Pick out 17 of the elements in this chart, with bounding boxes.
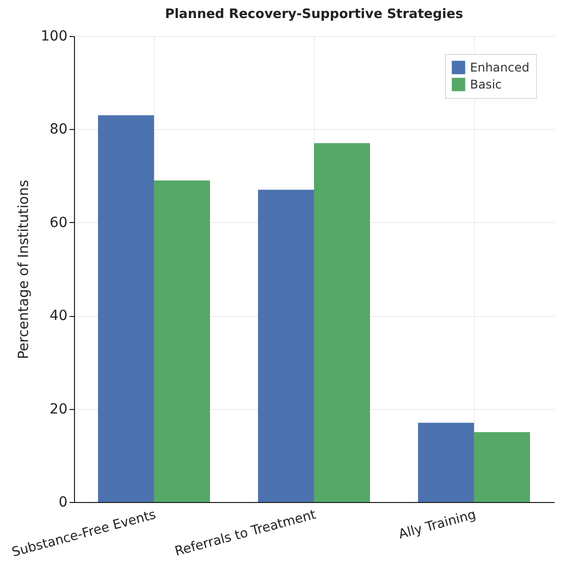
bar	[314, 143, 370, 502]
chart-title: Planned Recovery-Supportive Strategies	[164, 7, 464, 22]
y-tick-label: 0	[58, 494, 68, 510]
y-tick-label: 40	[50, 308, 68, 324]
x-tick-label: Ally Training	[397, 508, 478, 543]
y-axis-title: Percentage of Institutions	[16, 180, 32, 360]
y-tick-label: 20	[50, 401, 68, 418]
legend-label: Basic	[470, 78, 502, 92]
bar	[98, 115, 154, 502]
y-tick-label: 80	[50, 122, 68, 138]
bar	[418, 422, 474, 502]
y-tick-label: 100	[40, 28, 68, 44]
bar	[474, 432, 530, 502]
legend-label: Enhanced	[470, 60, 530, 74]
y-tick-label: 60	[50, 214, 68, 231]
bar	[154, 180, 210, 502]
bar	[258, 190, 314, 502]
